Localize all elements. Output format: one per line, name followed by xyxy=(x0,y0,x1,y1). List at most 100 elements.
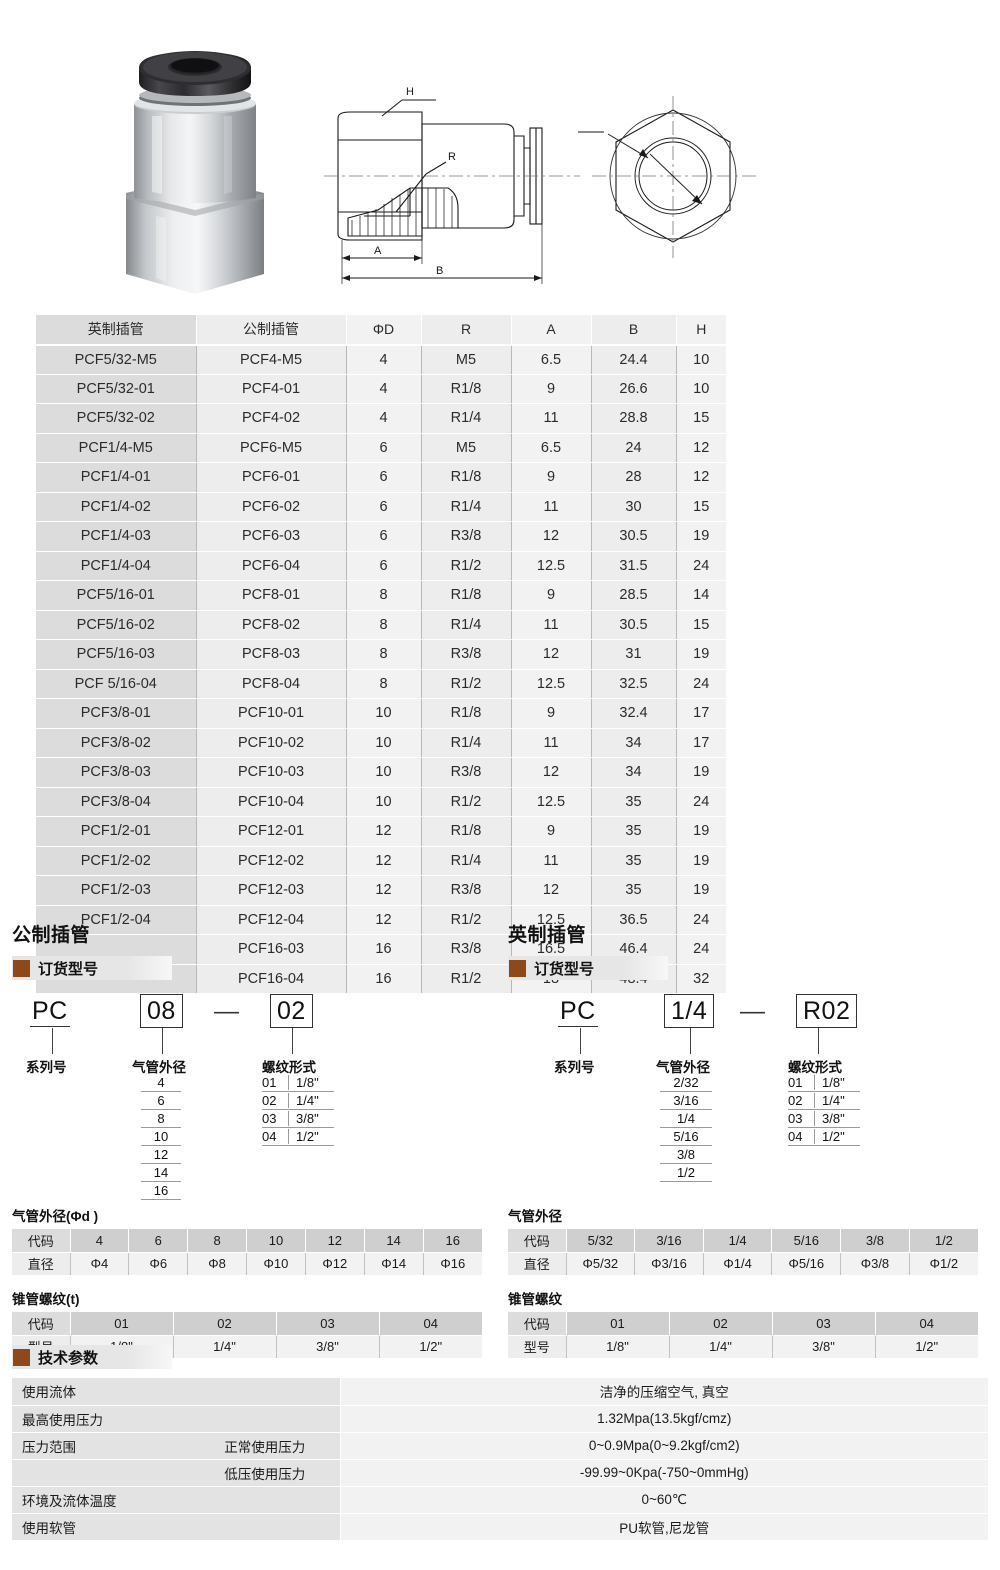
table-cell: 11 xyxy=(510,846,591,876)
brown-square-icon xyxy=(13,1348,30,1366)
table-cell: 30.5 xyxy=(590,521,676,552)
table-cell: 24.4 xyxy=(590,344,676,375)
table-cell: 12 xyxy=(510,875,591,906)
table-cell: Φ8 xyxy=(187,1252,247,1276)
table-row: 代码 5/32 3/16 1/4 5/16 3/8 1/2 xyxy=(508,1229,978,1253)
table-cell: 10 xyxy=(345,787,421,817)
table-cell: 6 xyxy=(128,1229,188,1253)
tech-subheading: 技术参数 xyxy=(12,1345,172,1369)
table-cell: PCF12-01 xyxy=(195,816,346,847)
table-cell: PCF1/4-04 xyxy=(36,551,196,581)
table-cell: 6 xyxy=(345,433,421,463)
table-cell: 1/2 xyxy=(908,1229,978,1253)
table-cell: R1/8 xyxy=(420,816,511,847)
table-cell: 12 xyxy=(345,905,421,935)
table-cell: 8 xyxy=(345,580,421,611)
table-cell: 10 xyxy=(675,374,726,404)
metric-thread-token: 02 xyxy=(270,994,313,1028)
table-cell: PCF4-M5 xyxy=(195,344,346,375)
parameter-subname: 低压使用压力 xyxy=(190,1459,340,1487)
table-cell: 9 xyxy=(510,374,591,404)
technical-parameters-section: 技术参数 使用流体 洁净的压缩空气, 真空 最高使用压力 1.32Mpa(13.5kg… xyxy=(12,1345,988,1541)
table-cell: PCF 5/16-04 xyxy=(36,669,196,699)
row-label-diameter: 直径 xyxy=(12,1252,70,1276)
table-row: 使用软管 PU软管,尼龙管 xyxy=(12,1513,988,1541)
table-cell: 34 xyxy=(590,728,676,758)
table-cell: 19 xyxy=(675,639,726,670)
imperial-series-leader xyxy=(580,1028,581,1054)
option-code: 04 xyxy=(262,1129,277,1144)
parameter-value: 1.32Mpa(13.5kgf/cmz) xyxy=(339,1405,988,1433)
metric-bore-leader xyxy=(162,1028,163,1054)
dimension-table: 英制插管 公制插管 ΦD R A B H PCF5/32-M5 PCF4-M5 4 M… xyxy=(36,315,726,994)
table-cell: R1/4 xyxy=(420,403,511,434)
table-cell: Φ14 xyxy=(363,1252,424,1276)
table-row: 型号 1/8"1/4"3/8"1/2" xyxy=(508,1335,978,1359)
list-item: 6 xyxy=(141,1092,181,1110)
list-item: 14 xyxy=(141,1164,181,1182)
table-cell: 3/16 xyxy=(634,1229,704,1253)
table-cell: PCF3/8-02 xyxy=(36,728,196,758)
option-size: 1/2" xyxy=(814,1129,860,1144)
imperial-thread-option-list: 01 1/8" 02 1/4" 03 3/8" 04 1/2" xyxy=(788,1074,860,1146)
table-row: 压力范围 正常使用压力 0~0.9Mpa(0~9.2kgf/cm2) xyxy=(12,1432,988,1460)
dimension-table-container: 英制插管 公制插管 ΦD R A B H PCF5/32-M5 PCF4-M5 4 M… xyxy=(36,315,726,994)
option-size: 1/2" xyxy=(288,1129,334,1144)
list-item: 1/4 xyxy=(660,1110,712,1128)
table-cell: 01 xyxy=(69,1312,173,1336)
metric-thread-label: 螺纹形式 xyxy=(262,1060,316,1075)
table-cell: R3/8 xyxy=(420,875,511,906)
table-row: PCF3/8-01 PCF10-01 10 R1/8 9 32.4 17 xyxy=(36,698,726,729)
table-cell: 12.5 xyxy=(510,669,591,699)
table-cell: 28.8 xyxy=(590,403,676,434)
option-size: 1/8" xyxy=(814,1075,860,1090)
table-row: 使用流体 洁净的压缩空气, 真空 xyxy=(12,1378,988,1406)
table-row: 代码 4 6 8 10 12 14 16 xyxy=(12,1229,482,1253)
imperial-code-dash: — xyxy=(740,997,765,1025)
table-row: PCF1/4-03 PCF6-03 6 R3/8 12 30.5 19 xyxy=(36,521,726,552)
table-cell: 19 xyxy=(675,816,726,847)
metric-bore-label: 气管外径 xyxy=(132,1060,186,1075)
drawing-label-b: B xyxy=(436,265,443,277)
table-cell: 32 xyxy=(675,964,726,994)
parameter-value: 0~60℃ xyxy=(339,1486,988,1514)
table-cell: 15 xyxy=(675,610,726,640)
table-cell: 5/16 xyxy=(771,1229,841,1253)
table-cell: Φ12 xyxy=(304,1252,365,1276)
imperial-bore-table-caption: 气管外径 xyxy=(508,1209,562,1224)
table-cell: 04 xyxy=(378,1312,482,1336)
table-cell: PCF3/8-04 xyxy=(36,787,196,817)
table-row: PCF3/8-02 PCF10-02 10 R1/4 11 34 17 xyxy=(36,728,726,758)
row-label-code: 代码 xyxy=(12,1312,70,1336)
table-cell: R1/2 xyxy=(420,787,511,817)
column-header-imperial: 英制插管 xyxy=(36,315,196,346)
parameter-subname: 正常使用压力 xyxy=(190,1432,340,1460)
table-cell: PCF6-03 xyxy=(195,521,346,552)
table-cell: Φ16 xyxy=(422,1252,482,1276)
option-code: 03 xyxy=(262,1111,277,1126)
table-cell: 1/4 xyxy=(702,1229,772,1253)
table-row: 直径 Φ4 Φ6 Φ8 Φ10 Φ12 Φ14 Φ16 xyxy=(12,1252,482,1276)
table-cell: 34 xyxy=(590,757,676,788)
table-cell: PCF5/32-M5 xyxy=(36,344,196,375)
table-cell: 3/8" xyxy=(771,1335,875,1359)
table-row: 直径 Φ5/32 Φ3/16 Φ1/4 Φ5/16 Φ3/8 Φ1/2 xyxy=(508,1252,978,1276)
table-cell: PCF6-M5 xyxy=(195,433,346,463)
table-cell: 1/2" xyxy=(874,1335,978,1359)
table-cell: R1/4 xyxy=(420,492,511,522)
list-item: 03 3/8" xyxy=(788,1110,860,1128)
metric-code-dash: — xyxy=(214,997,239,1025)
table-cell: 12 xyxy=(345,816,421,847)
table-cell: 02 xyxy=(668,1312,772,1336)
table-cell: 11 xyxy=(510,403,591,434)
drawing-label-r: R xyxy=(448,151,456,163)
table-cell: Φ3/8 xyxy=(840,1252,910,1276)
imperial-thread-label: 螺纹形式 xyxy=(788,1060,842,1075)
table-cell: R1/8 xyxy=(420,698,511,729)
list-item: 1/2 xyxy=(660,1164,712,1182)
table-cell: 9 xyxy=(510,580,591,611)
table-cell: 8 xyxy=(187,1229,247,1253)
table-cell: PCF1/4-02 xyxy=(36,492,196,522)
table-cell: Φ5/16 xyxy=(771,1252,841,1276)
table-cell: 24 xyxy=(675,787,726,817)
